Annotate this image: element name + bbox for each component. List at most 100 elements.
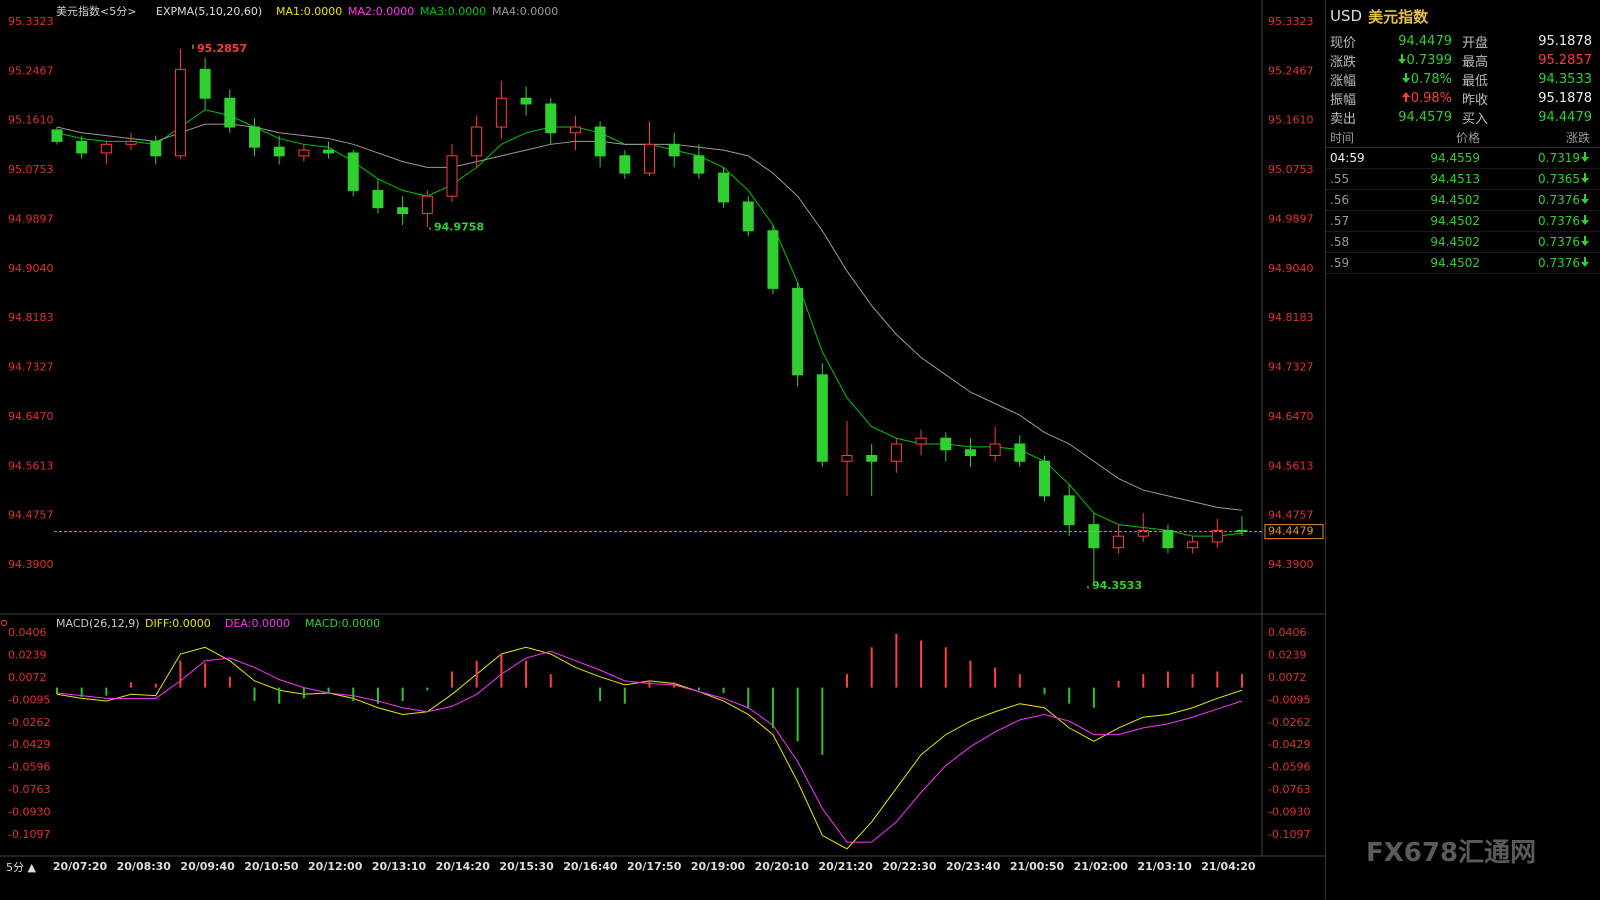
y-tick-label: 0.0406	[8, 626, 47, 639]
time: .57	[1330, 214, 1350, 228]
tick-row: .57 94.4502 0.7376	[1326, 211, 1600, 232]
x-tick-label: 20/13:10	[372, 860, 427, 873]
value-text: 0.98%	[1410, 91, 1452, 106]
macd-bar	[525, 660, 528, 688]
macd-bar	[253, 687, 256, 702]
macd-bar	[1166, 671, 1169, 688]
macd-bar	[747, 687, 750, 708]
price: 94.4502	[1430, 214, 1480, 228]
arrow	[1397, 54, 1406, 64]
candle-body	[125, 140, 137, 145]
macd-bar	[1241, 674, 1243, 688]
y-tick-label: 0.0239	[1268, 648, 1307, 661]
candle-body	[446, 155, 458, 197]
last-price-label: 94.4479	[1268, 525, 1314, 538]
indicator-label: EXPMA(5,10,20,60)	[156, 5, 262, 18]
y-tick-label: 95.1610	[1268, 114, 1314, 127]
candle-body	[1162, 529, 1174, 549]
quote-panel: USD 美元指数 现价 94.4479 开盘 95.1878 涨跌 0.7399…	[1325, 0, 1600, 900]
macd-bar	[969, 660, 972, 688]
y-tick-label: -0.0763	[8, 783, 50, 796]
quote-row: 涨跌 0.7399 最高 95.2857	[1326, 51, 1600, 70]
last-price-box	[1264, 524, 1324, 540]
macd-bar	[426, 687, 429, 691]
value: 0.98%	[1380, 91, 1452, 106]
y-tick-label: 95.3323	[8, 15, 54, 28]
candle-body	[890, 443, 902, 462]
change: 0.7319	[1480, 151, 1590, 165]
macd-bar	[648, 680, 651, 688]
candle-body	[644, 143, 655, 174]
macd-bar	[1068, 687, 1071, 704]
legend-entry: DIFF:0.0000	[145, 617, 211, 630]
candle-body	[1211, 529, 1223, 543]
y-tick-label: 94.5613	[8, 459, 54, 472]
candle-body	[1039, 460, 1050, 497]
macd-bar	[796, 687, 799, 742]
candle-body	[347, 152, 359, 191]
macd-bar	[352, 687, 355, 702]
tick-row: .59 94.4502 0.7376	[1326, 253, 1600, 274]
macd-bar	[994, 667, 997, 688]
y-tick-label: -0.0095	[1268, 693, 1310, 706]
candle-body	[742, 201, 754, 232]
macd-bar	[599, 687, 602, 702]
legend-entry: MA4:0.0000	[492, 5, 558, 18]
macd-bar	[500, 653, 503, 688]
change-text: 0.7365	[1538, 172, 1580, 186]
x-tick-label: 20/15:30	[499, 860, 554, 873]
candle-body	[940, 437, 952, 451]
label: 涨跌	[1330, 55, 1357, 70]
quote-row: 振幅 0.98% 昨收 95.1878	[1326, 89, 1600, 108]
macd-bar	[56, 687, 58, 695]
candle-body	[249, 126, 260, 148]
y-tick-label: 94.6470	[8, 410, 54, 423]
candle-body	[372, 189, 384, 209]
label: 昨收	[1462, 93, 1489, 108]
label: 卖出	[1330, 112, 1357, 127]
macd-bar	[1117, 680, 1120, 688]
y-tick-label: 94.7327	[8, 361, 54, 374]
chart-title: 美元指数<5分>	[56, 4, 136, 18]
candle-body	[1187, 541, 1199, 549]
macd-bar	[1191, 674, 1194, 688]
x-tick-label: 20/23:40	[946, 860, 1001, 873]
macd-bar	[1092, 687, 1095, 708]
candle-body	[150, 140, 162, 157]
time: .55	[1330, 172, 1350, 186]
macd-bar	[302, 687, 305, 699]
candle-body	[594, 126, 606, 157]
period[interactable]: 5分 ▲	[6, 861, 36, 874]
x-tick-label: 20/08:30	[117, 860, 172, 873]
x-tick-label: 21/02:00	[1074, 860, 1129, 873]
instrument: 美元指数	[1368, 7, 1429, 26]
macd-bar	[376, 687, 379, 704]
arrow	[1581, 257, 1589, 267]
macd-bar	[920, 640, 923, 688]
macd-bar	[895, 633, 898, 688]
legend-entry: MA3:0.0000	[420, 5, 486, 18]
value: 95.1878	[1538, 91, 1592, 106]
x-tick-label: 20/17:50	[627, 860, 682, 873]
quote-row: 卖出 94.4579 买入 94.4479	[1326, 108, 1600, 127]
y-tick-label: -0.0763	[1268, 783, 1310, 796]
candle-body	[273, 146, 285, 157]
macd-title: MACD(26,12,9)	[56, 617, 140, 630]
value: 0.7399	[1380, 53, 1452, 68]
y-tick-label: 94.6470	[1268, 410, 1314, 423]
panel-header: USD 美元指数	[1326, 0, 1600, 32]
candle-body	[421, 195, 433, 214]
label: 现价	[1330, 36, 1357, 51]
value: 94.4579	[1380, 110, 1452, 125]
change-text: 0.7376	[1538, 214, 1580, 228]
y-tick-label: 95.2467	[1268, 64, 1314, 77]
candle-body	[520, 97, 532, 105]
macd-bar	[80, 687, 83, 697]
value: 95.1878	[1538, 34, 1592, 49]
change-text: 0.7319	[1538, 151, 1580, 165]
macd-bar	[327, 687, 330, 693]
y-tick-label: 94.3900	[1268, 558, 1314, 571]
candle-body	[471, 126, 483, 157]
y-tick-label: -0.0930	[8, 806, 50, 819]
